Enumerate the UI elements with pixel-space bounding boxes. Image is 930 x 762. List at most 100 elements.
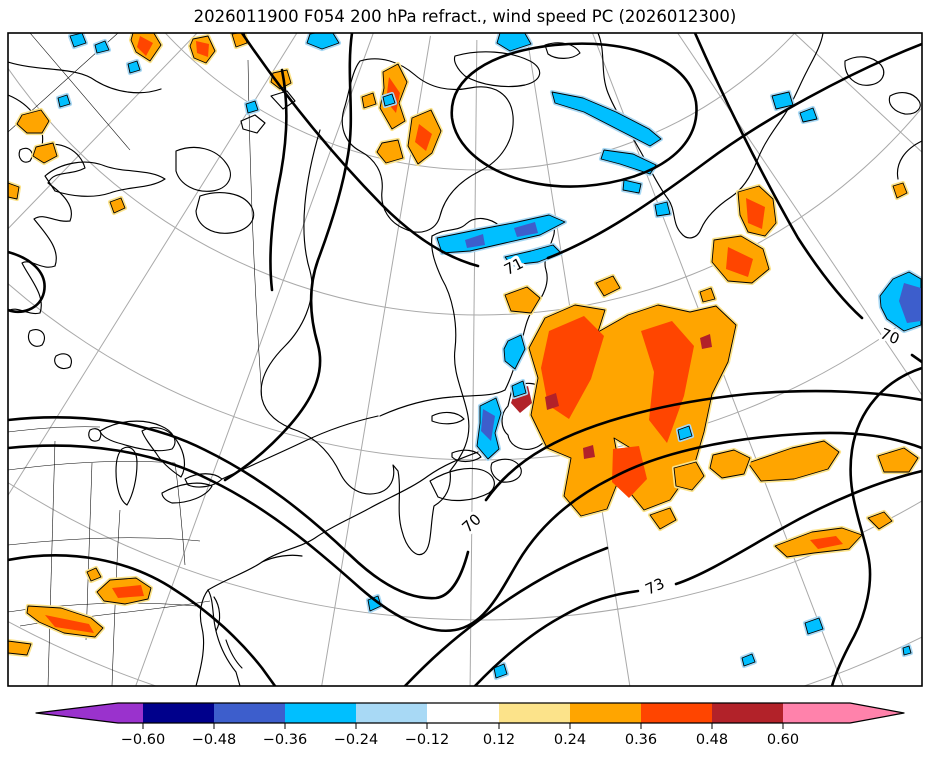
- colorbar-tick-label: −0.24: [334, 732, 378, 748]
- colorbar-tick-label: 0.36: [625, 732, 657, 748]
- contour-line: [8, 250, 46, 314]
- coastline: [225, 639, 243, 669]
- anomaly-patch: [86, 567, 102, 582]
- coastline: [379, 389, 506, 417]
- contour-line: [403, 546, 609, 686]
- anomaly-patch-core: [465, 234, 485, 248]
- anomaly-patch: [503, 334, 526, 370]
- colorbar-segment: [214, 703, 285, 723]
- coastline: [99, 420, 176, 452]
- contour-line: [8, 431, 922, 633]
- coastline: [195, 451, 479, 686]
- colorbar-tick-label: −0.36: [263, 732, 307, 748]
- anomaly-patch: [376, 139, 404, 164]
- contour-line: [693, 33, 864, 320]
- colorbar-segment: [712, 703, 783, 723]
- anomaly-patch: [709, 449, 751, 479]
- coastline: [431, 411, 465, 425]
- contour-line: [674, 469, 922, 586]
- colorbar-segment: [427, 703, 499, 723]
- colorbar-segment: [641, 703, 712, 723]
- colorbar-left-arrow: [36, 703, 118, 723]
- colorbar-tick-label: 0.12: [483, 732, 515, 748]
- coastlines: [8, 33, 922, 686]
- coastline: [141, 427, 186, 478]
- anomaly-patch-core: [746, 198, 765, 229]
- colorbar-tick-label: 0.24: [554, 732, 586, 748]
- coastline: [221, 415, 379, 480]
- anomaly-patch: [673, 461, 705, 491]
- coastline: [261, 554, 303, 563]
- meridian-line: [8, 33, 298, 497]
- anomaly-patch: [902, 645, 912, 656]
- coastline: [341, 58, 514, 233]
- contour-line: [830, 366, 922, 686]
- coastline: [429, 467, 495, 502]
- coastline: [195, 192, 255, 234]
- anomaly-patch-core: [612, 446, 647, 498]
- anomaly-patch: [69, 33, 87, 48]
- anomaly-patch: [382, 93, 396, 107]
- colorbar-segment: [570, 703, 641, 723]
- meridian-line: [135, 33, 374, 686]
- anomaly-patch: [94, 40, 110, 54]
- anomaly-patch: [649, 507, 677, 530]
- colorbar: −0.60 −0.48 −0.36 −0.24 −0.12 0.12 0.24 0.36 0.4…: [35, 702, 905, 748]
- anomaly-patch-core: [545, 393, 559, 410]
- anomaly-patch: [493, 663, 508, 679]
- anomaly-patch: [804, 617, 824, 635]
- meridian-line: [8, 33, 198, 230]
- colorbar-segment: [143, 703, 214, 723]
- map-background: [8, 33, 922, 686]
- colorbar-segment: [356, 703, 427, 723]
- anomaly-patch: [8, 640, 32, 656]
- anomaly-patch-core: [137, 36, 153, 56]
- border-line: [29, 33, 131, 151]
- coastline: [260, 129, 470, 556]
- anomaly-patch: [867, 511, 893, 530]
- colorbar-outline: [35, 702, 905, 724]
- colorbar-tick-label: −0.60: [121, 732, 165, 748]
- state-borders: [8, 33, 263, 686]
- border-line: [8, 426, 101, 433]
- coastline: [270, 90, 296, 110]
- coastline: [453, 51, 541, 88]
- anomaly-patch: [127, 60, 141, 74]
- contour-line: [240, 33, 480, 268]
- anomaly-patch: [306, 33, 340, 50]
- anomaly-patch: [600, 149, 657, 175]
- anomaly-patch: [747, 440, 840, 482]
- contour-line: [8, 554, 277, 686]
- anomaly-patch: [245, 100, 259, 114]
- colorbar-segment: [118, 703, 143, 723]
- coastline: [27, 329, 46, 347]
- anomaly-patch: [32, 142, 58, 164]
- coastline: [451, 449, 482, 463]
- anomaly-patch: [361, 92, 377, 109]
- anomaly-patch-core: [45, 615, 94, 633]
- meridian-line: [526, 36, 631, 686]
- anomaly-patch: [504, 286, 541, 314]
- contour-line: [223, 33, 354, 482]
- meridian-line: [321, 35, 431, 686]
- anomaly-patch-core: [810, 536, 843, 549]
- anomaly-patch: [511, 380, 527, 398]
- anomaly-patch-core: [541, 316, 604, 419]
- anomaly-patch: [741, 653, 756, 667]
- latitude-circle: [164, 33, 796, 171]
- contour-line: [910, 353, 922, 364]
- contour-line: [269, 68, 288, 292]
- anomaly-patches: [8, 33, 922, 681]
- contour-lines: [8, 33, 922, 686]
- anomaly-patch: [677, 425, 693, 441]
- anomaly-patch: [496, 33, 532, 52]
- colorbar-tick-label: 0.48: [696, 732, 728, 748]
- anomaly-patch: [799, 107, 818, 123]
- anomaly-patch-core: [415, 124, 432, 151]
- anomaly-patch: [8, 182, 20, 200]
- anomaly-patch-core: [899, 283, 921, 323]
- colorbar-tick-label: −0.48: [192, 732, 236, 748]
